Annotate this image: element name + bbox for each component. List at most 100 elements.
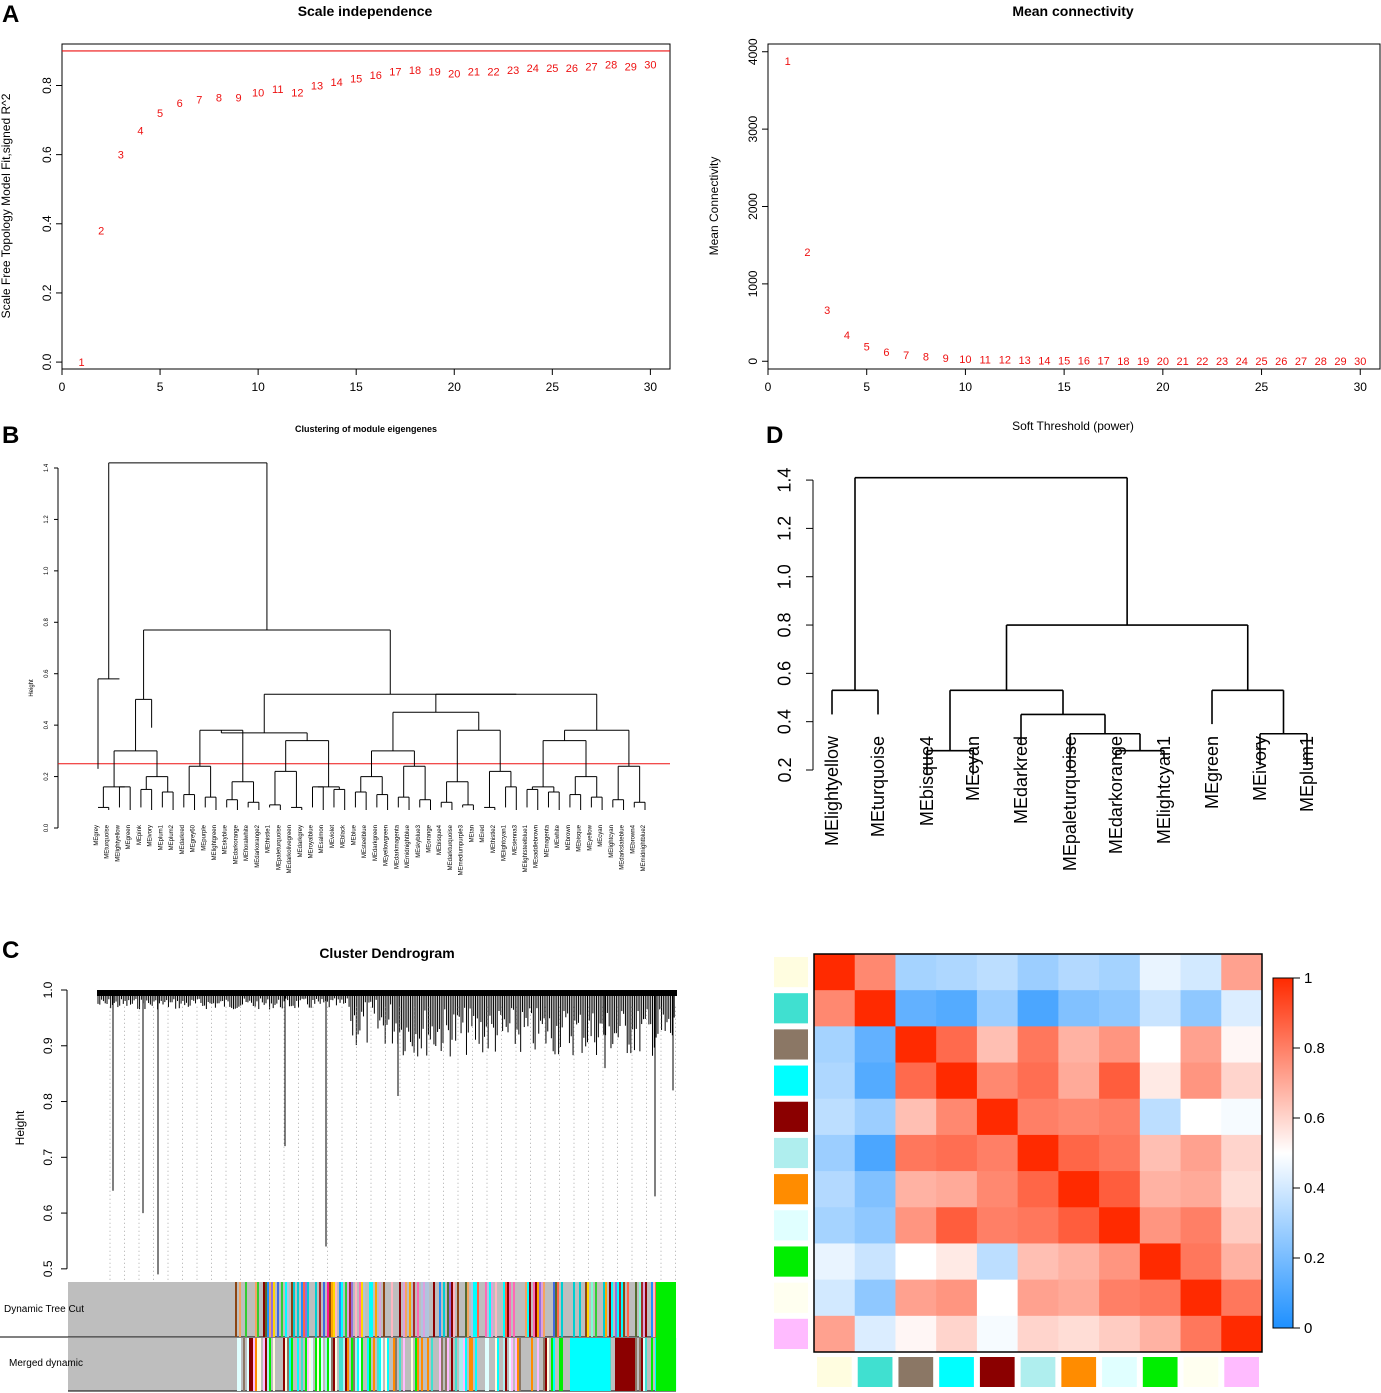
merged-color-strip [373,1338,375,1391]
leaf-label: MEroyalblue [309,824,315,858]
heatmap-cell [1221,1062,1263,1100]
panel-letter-d: D [766,422,783,449]
connectivity-point: 18 [1117,356,1129,368]
module-color-strip [619,1282,621,1337]
module-color-swatch [774,1101,808,1132]
heatmap-cell [1139,990,1182,1027]
x-tick-label: 0 [765,380,772,394]
module-color-strip [303,1282,305,1337]
y-tick-label: 0.0 [40,353,54,370]
heatmap-cell [814,1207,856,1244]
merged-color-strip [339,1338,341,1391]
connectivity-point: 4 [844,330,850,342]
module-color-strip [467,1282,469,1337]
leaf-label: MElightcyan1 [502,824,508,861]
module-color-strip [319,1282,321,1337]
y-tick-label: 1.0 [775,564,795,589]
connectivity-point: 13 [1019,355,1031,367]
heatmap-cell [1221,1243,1263,1281]
heatmap-cell [1221,1026,1263,1064]
module-color-strip [285,1282,287,1337]
module-color-swatch [1142,1357,1178,1387]
connectivity-point: 3 [824,305,830,317]
module-color-strip [375,1282,377,1337]
leaf-label: MEgrey [94,825,100,846]
mean-connectivity-chart: Mean connectivity Mean Connectivity Soft… [707,3,1381,433]
merged-color-strip [265,1338,267,1391]
scale-independence-title: Scale independence [298,3,433,19]
module-color-strip [447,1282,449,1337]
y-tick-label: 0.2 [44,772,50,781]
module-color-strip [263,1282,265,1337]
x-tick-label: 0 [59,380,66,394]
leaf-label: MElightcyan1 [1154,736,1174,844]
heatmap-cell [1180,990,1222,1027]
merged-color-strip [517,1338,519,1391]
module-color-strip [617,1282,619,1337]
scale-fit-point: 27 [585,61,597,73]
y-tick-label: 0.8 [775,613,795,638]
module-color-strip [641,1282,643,1337]
module-color-strip [609,1282,611,1337]
module-color-strip [535,1282,537,1337]
merged-color-strip [247,1338,249,1391]
module-color-strip [273,1282,275,1337]
merged-color-strip [361,1338,363,1391]
module-color-strip [335,1282,337,1337]
leaf-label: MEfloralwhite [244,824,250,861]
scale-fit-point: 4 [137,125,143,137]
merged-color-strip [317,1338,319,1391]
scale-fit-point: 10 [252,87,264,99]
y-tick-label: 1.0 [44,566,50,575]
x-tick-label: 5 [863,380,870,394]
module-color-strip [561,1282,563,1337]
module-color-strip [639,1282,641,1337]
leaf-label: MEdarkorange [1106,736,1126,854]
module-color-swatch [774,1210,808,1241]
module-color-strip [359,1282,361,1337]
module-color-swatch [1224,1357,1259,1387]
module-color-swatch [817,1357,852,1387]
leaf-label: MEblack [341,824,347,848]
module-color-strip [605,1282,607,1337]
module-color-swatch [774,957,808,988]
heatmap-cell [1058,1062,1100,1100]
module-color-strip [239,1282,241,1337]
x-tick-label: 30 [1354,380,1368,394]
module-color-swatch [979,1357,1015,1387]
cluster-dendrogram-title: Cluster Dendrogram [319,945,454,961]
module-color-strip [573,1282,575,1337]
module-color-strip [627,1282,629,1337]
merged-color-strip [331,1338,333,1391]
leaf-label: MEplum2 [169,824,175,850]
heatmap-cell [936,1243,978,1281]
x-tick-label: 5 [157,380,164,394]
merged-color-strip [469,1338,471,1391]
merged-color-strip [551,1338,553,1391]
merged-color-strip [559,1338,561,1391]
heatmap-cell [976,954,1019,991]
module-color-strip [645,1282,647,1337]
module-color-strip [409,1282,411,1337]
y-tick-label: 0.9 [41,1037,55,1054]
heatmap-cell [1099,1243,1141,1281]
scale-independence-chart: Scale independence Scale Free Topology M… [0,3,671,394]
leaf-label: MEwhite [555,824,561,848]
y-tick-label: 0 [746,358,760,365]
heatmap-cell [976,1062,1019,1100]
module-eigengene-title: Clustering of module eigengenes [295,424,437,434]
merged-color-strip [351,1338,353,1391]
module-color-strip [587,1282,589,1337]
heatmap-cell [1180,1026,1222,1064]
module-color-strip [349,1282,351,1337]
y-tick-label: 0.4 [775,709,795,734]
heatmap-cell [1139,954,1182,991]
merged-color-strip [509,1338,511,1391]
colorbar-tick-label: 1 [1304,970,1312,987]
heatmap-cell [1099,1062,1141,1100]
module-color-swatch [774,1318,808,1349]
heatmap-cell [1180,1098,1222,1136]
module-color-strip [451,1282,453,1337]
connectivity-point: 23 [1216,356,1228,368]
heatmap-cell [895,1207,937,1244]
